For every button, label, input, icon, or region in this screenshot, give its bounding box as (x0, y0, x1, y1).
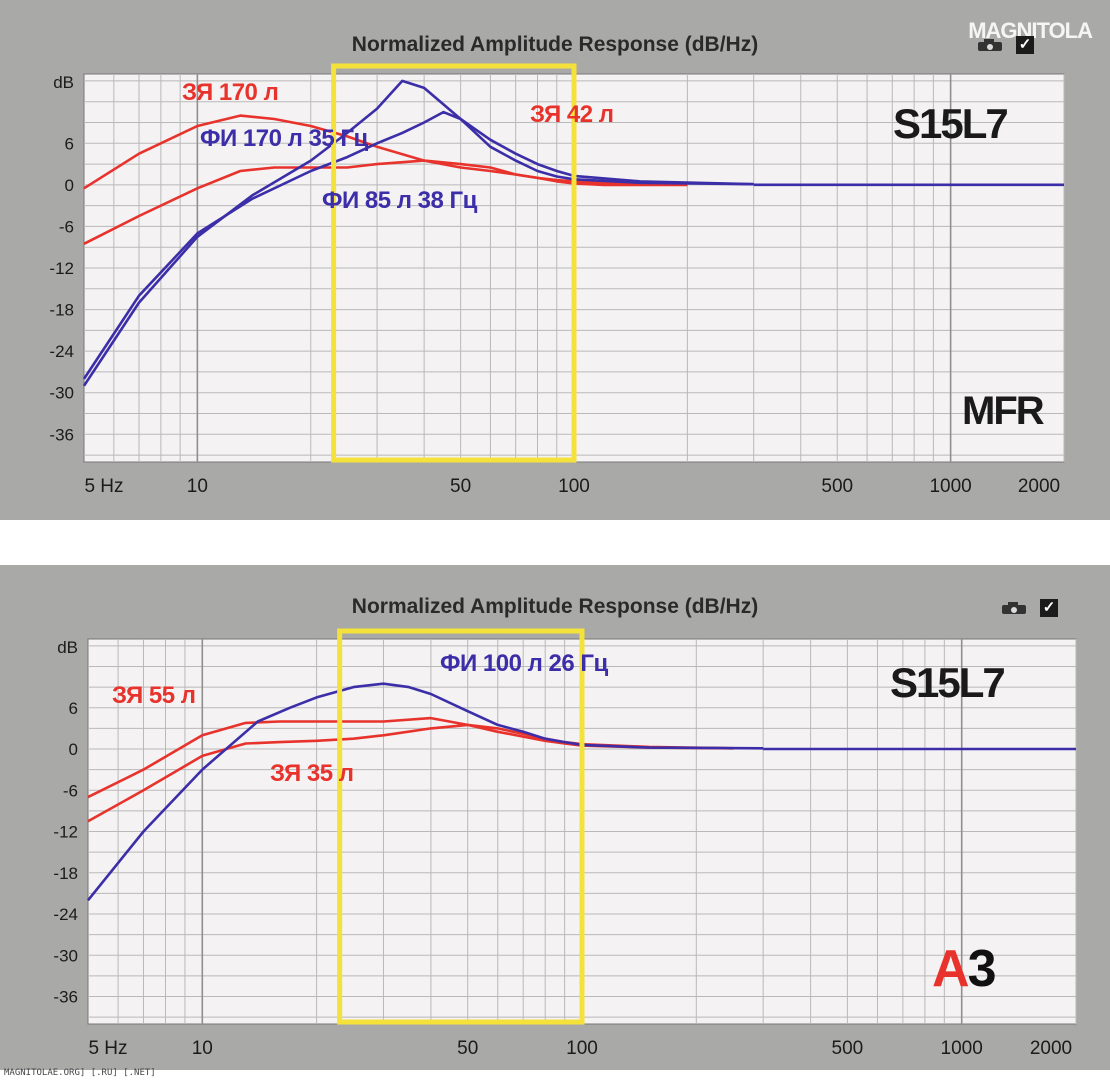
x-tick-label: 10 (192, 1038, 213, 1059)
chart-panel-a3: Normalized Amplitude Response (dB/Hz) ✓ … (0, 565, 1110, 1070)
camera-icon[interactable] (976, 37, 1010, 53)
y-tick-label: -36 (53, 988, 78, 1007)
checkbox-icon[interactable]: ✓ (1040, 599, 1058, 617)
camera-icon[interactable] (1000, 600, 1034, 616)
y-unit-label: dB (53, 73, 74, 92)
y-tick-label: -18 (53, 864, 78, 883)
series-label-0: ЗЯ 55 л (112, 682, 195, 709)
x-tick-label: 100 (566, 1038, 598, 1059)
chart-svg-a3: dB 6 0 -6 -12 -18 -24 -30 -36 5 Hz 10 50 100 500 1000 2… (53, 628, 1077, 1059)
y-tick-label: 0 (65, 176, 74, 195)
highlight-box (337, 628, 585, 1025)
x-tick-label: 1000 (929, 476, 971, 497)
x-tick-label: 2000 (1018, 476, 1060, 497)
series-line-0 (83, 114, 688, 190)
x-tick-label: 10 (187, 476, 208, 497)
series-label-2: ФИ 100 л 26 Гц (440, 650, 608, 677)
footer-watermark: MAGNITOLAE.ORG] [.RU] [.NET] (4, 1068, 156, 1078)
series-label-1: ЗЯ 35 л (270, 760, 353, 787)
series-line-1 (83, 159, 688, 245)
highlight-box (331, 63, 577, 463)
y-tick-label: -30 (53, 946, 78, 965)
y-tick-label: -6 (59, 217, 74, 236)
y-tick-label: 0 (69, 740, 78, 759)
chart-title: Normalized Amplitude Response (dB/Hz) (351, 595, 759, 618)
x-tick-label: 5 Hz (84, 476, 123, 497)
chart-svg-mfr: dB 6 0 -6 -12 -18 -24 -30 -36 5 Hz 10 50 100 500 1000 2… (49, 63, 1065, 497)
x-tick-label: 50 (457, 1038, 478, 1059)
chart-toolbar: ✓ (1000, 599, 1058, 617)
y-tick-label: -24 (49, 342, 74, 361)
x-tick-label: 50 (450, 476, 471, 497)
y-tick-label: -12 (49, 259, 74, 278)
checkbox-icon[interactable]: ✓ (1016, 36, 1034, 54)
x-tick-label: 100 (558, 476, 590, 497)
series-line-3 (82, 110, 754, 380)
series-label-2: ФИ 170 л 35 Гц (200, 125, 368, 152)
chart-panel-mfr: Normalized Amplitude Response (dB/Hz) MA… (0, 0, 1110, 520)
y-tick-label: 6 (65, 134, 74, 153)
corner-label-rest: 3 (968, 940, 996, 998)
corner-label: A3 (932, 940, 996, 998)
corner-label: MFR (962, 389, 1045, 433)
corner-label-a: A (932, 940, 969, 998)
x-tick-label: 2000 (1030, 1038, 1072, 1059)
x-tick-label: 500 (832, 1038, 864, 1059)
y-tick-label: -6 (63, 781, 78, 800)
y-tick-label: 6 (69, 699, 78, 718)
y-unit-label: dB (57, 638, 78, 657)
series-label-1: ЗЯ 42 л (530, 101, 613, 128)
x-tick-label: 1000 (941, 1038, 983, 1059)
series-label-3: ФИ 85 л 38 Гц (322, 187, 478, 214)
y-tick-label: -18 (49, 301, 74, 320)
chart-title: Normalized Amplitude Response (dB/Hz) (351, 33, 759, 56)
model-label: S15L7 (893, 100, 1007, 147)
x-tick-label: 500 (821, 476, 853, 497)
model-label: S15L7 (890, 659, 1004, 706)
y-tick-label: -24 (53, 905, 78, 924)
x-tick-label: 5 Hz (88, 1038, 127, 1059)
series-line-2 (86, 682, 764, 902)
y-tick-label: -12 (53, 823, 78, 842)
series-label-0: ЗЯ 170 л (182, 79, 278, 106)
y-tick-label: -36 (49, 425, 74, 444)
y-tick-label: -30 (49, 384, 74, 403)
chart-toolbar: ✓ (976, 36, 1034, 54)
